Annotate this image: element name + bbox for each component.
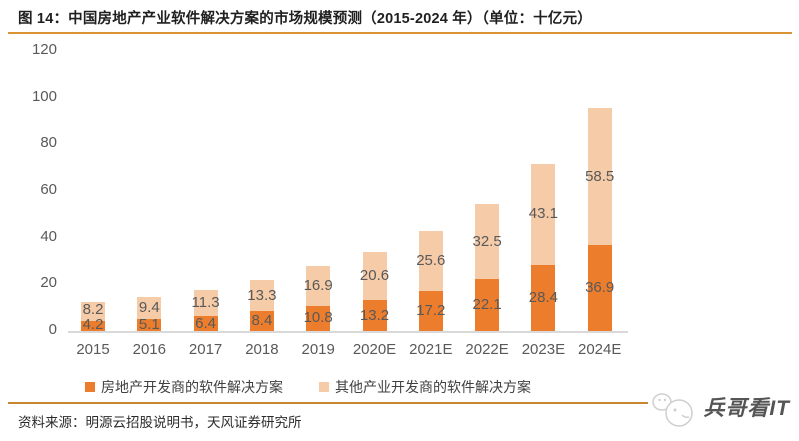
bar-segment-series2 xyxy=(306,266,331,306)
bar-segment-series1 xyxy=(531,264,556,331)
data-label-series2: 13.3 xyxy=(247,286,277,304)
data-label-series1: 36.9 xyxy=(585,278,615,296)
watermark-text: 兵哥看IT xyxy=(700,387,793,431)
y-axis-tick-label: 60 xyxy=(40,181,57,198)
bar-segment-series1 xyxy=(137,319,162,331)
legend-swatch-series2 xyxy=(319,382,329,392)
data-label-series1: 6.4 xyxy=(195,314,217,332)
legend-item-series1: 房地产开发商的软件解决方案 xyxy=(85,377,283,397)
data-label-series1: 13.2 xyxy=(359,306,390,324)
watermark-logo: 兵哥看IT xyxy=(648,384,793,434)
data-label-series2: 25.6 xyxy=(416,252,446,269)
x-axis-line xyxy=(68,331,628,333)
y-axis-tick-label: 120 xyxy=(31,41,57,58)
mascot-icon xyxy=(648,387,701,431)
source-rule xyxy=(8,402,792,404)
x-axis-category-label: 2016 xyxy=(132,341,166,358)
legend-label-series2: 其他产业开发商的软件解决方案 xyxy=(335,379,531,395)
x-axis-category-label: 2017 xyxy=(188,341,223,358)
figure-title: 图 14：中国房地产产业软件解决方案的市场规模预测（2015-2024 年）（单… xyxy=(18,11,592,27)
data-label-series2: 43.1 xyxy=(528,205,558,223)
data-label-series1: 22.1 xyxy=(472,296,502,314)
legend-label-series1: 房地产开发商的软件解决方案 xyxy=(101,379,283,395)
bar-segment-series1 xyxy=(249,311,274,331)
bar-segment-series1 xyxy=(306,305,331,331)
bar-segment-series1 xyxy=(193,316,218,331)
bar-segment-series2 xyxy=(137,297,162,320)
data-label-series2: 11.3 xyxy=(191,293,220,311)
bar-segment-series1 xyxy=(475,279,500,331)
legend-swatch-series1 xyxy=(85,382,95,392)
y-axis-tick-label: 80 xyxy=(40,134,57,152)
x-axis-category-label: 2024E xyxy=(578,341,622,358)
x-axis-category-label: 2020E xyxy=(352,341,397,358)
y-axis-tick-label: 100 xyxy=(31,87,57,105)
data-label-series1: 17.2 xyxy=(416,301,446,319)
bar-segment-series1 xyxy=(587,244,612,331)
bar-segment-series2 xyxy=(193,289,218,317)
x-axis-category-label: 2018 xyxy=(245,341,279,358)
y-axis-tick-label: 0 xyxy=(48,321,57,338)
x-axis-category-label: 2022E xyxy=(465,341,509,358)
data-label-series2: 8.2 xyxy=(82,301,104,318)
y-axis-tick-label: 20 xyxy=(40,274,57,292)
bar-segment-series2 xyxy=(249,280,274,312)
x-axis-category-label: 2021E xyxy=(409,341,453,358)
bar-segment-series1 xyxy=(81,321,105,331)
data-label-series1: 8.4 xyxy=(251,312,273,330)
data-label-series2: 32.5 xyxy=(472,232,502,250)
data-label-series2: 58.5 xyxy=(585,167,615,185)
data-label-series1: 4.2 xyxy=(82,316,104,333)
data-label-series2: 9.4 xyxy=(138,299,160,317)
bar-segment-series2 xyxy=(81,302,105,322)
x-axis-category-label: 2015 xyxy=(76,341,110,358)
bar-segment-series2 xyxy=(531,164,556,265)
data-label-series1: 10.8 xyxy=(303,309,333,327)
data-label-series1: 28.4 xyxy=(528,288,558,306)
data-label-series2: 20.6 xyxy=(359,267,390,285)
y-axis-tick-label: 40 xyxy=(40,227,57,245)
x-axis-category-label: 2023E xyxy=(521,341,566,358)
legend-item-series2: 其他产业开发商的软件解决方案 xyxy=(319,377,531,397)
bar-segment-series2 xyxy=(475,203,500,280)
chart-legend: 房地产开发商的软件解决方案 其他产业开发商的软件解决方案 xyxy=(85,377,531,397)
x-axis-category-label: 2019 xyxy=(301,341,335,358)
bar-segment-series1 xyxy=(362,300,387,331)
data-label-series2: 16.9 xyxy=(303,277,333,295)
bar-segment-series1 xyxy=(418,290,443,331)
bar-segment-series2 xyxy=(362,252,387,301)
source-text: 资料来源：明源云招股说明书，天风证券研究所 xyxy=(18,415,302,430)
bar-segment-series2 xyxy=(418,231,443,291)
data-label-series1: 5.1 xyxy=(138,316,160,333)
title-rule xyxy=(8,32,792,34)
bar-segment-series2 xyxy=(587,108,612,245)
